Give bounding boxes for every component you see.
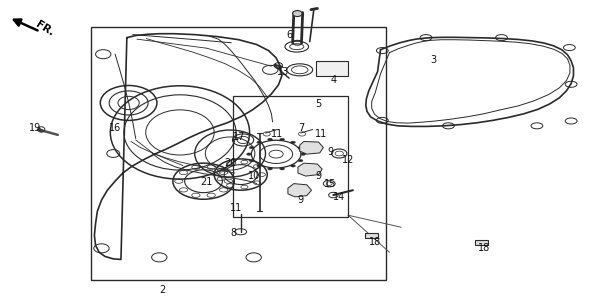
Ellipse shape (280, 168, 284, 170)
Ellipse shape (257, 141, 261, 144)
Polygon shape (300, 141, 323, 154)
Text: 20: 20 (224, 157, 236, 168)
Ellipse shape (247, 153, 251, 155)
Text: 18: 18 (478, 243, 490, 253)
Ellipse shape (291, 165, 296, 167)
Ellipse shape (293, 11, 302, 17)
Bar (316, 61, 348, 76)
Text: 15: 15 (324, 178, 336, 189)
Text: 12: 12 (342, 154, 354, 165)
Polygon shape (288, 184, 312, 197)
Ellipse shape (268, 138, 273, 141)
Text: 18: 18 (369, 237, 381, 247)
Text: 9: 9 (327, 147, 333, 157)
Ellipse shape (257, 165, 261, 167)
Text: 19: 19 (30, 123, 41, 133)
Text: 13: 13 (277, 67, 289, 77)
Text: 9: 9 (316, 171, 322, 181)
Bar (365, 233, 378, 238)
Bar (475, 240, 488, 245)
Ellipse shape (291, 141, 296, 144)
Text: 11: 11 (316, 129, 327, 139)
Ellipse shape (250, 160, 254, 162)
Text: 21: 21 (201, 177, 212, 187)
Bar (233, 96, 348, 217)
Text: 17: 17 (233, 132, 245, 142)
Ellipse shape (298, 160, 303, 162)
Text: 3: 3 (431, 55, 437, 65)
Text: 16: 16 (109, 123, 121, 133)
Text: 11: 11 (230, 203, 242, 213)
Polygon shape (298, 163, 322, 176)
Text: 9: 9 (298, 195, 304, 205)
Text: 6: 6 (286, 29, 292, 40)
Text: 4: 4 (330, 75, 336, 85)
Text: 2: 2 (159, 285, 165, 296)
Text: FR.: FR. (34, 19, 56, 38)
Bar (91, 27, 386, 280)
Text: 8: 8 (230, 228, 236, 238)
Ellipse shape (301, 153, 306, 155)
Ellipse shape (280, 138, 284, 141)
Text: 11: 11 (271, 129, 283, 139)
Text: 10: 10 (248, 171, 260, 181)
Ellipse shape (298, 146, 303, 149)
Ellipse shape (268, 168, 273, 170)
Ellipse shape (250, 146, 254, 149)
Text: 7: 7 (298, 123, 304, 133)
Text: 5: 5 (316, 99, 322, 109)
Text: 14: 14 (333, 192, 345, 202)
